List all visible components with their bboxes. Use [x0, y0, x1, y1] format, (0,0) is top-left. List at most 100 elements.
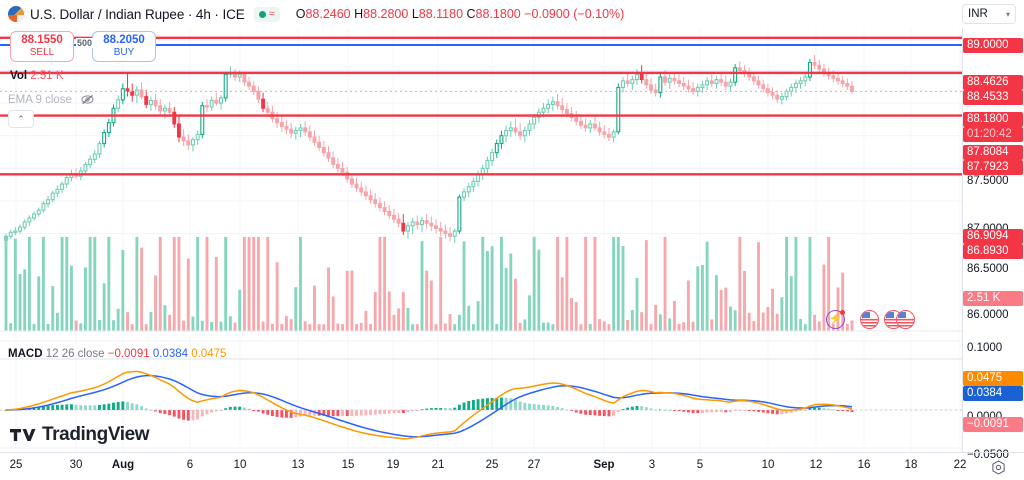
us-flag-event-icon-3[interactable]: [896, 310, 915, 329]
volume-bar: [327, 267, 330, 331]
timezone-clock-icon[interactable]: [991, 460, 1006, 475]
candle-body-up: [807, 62, 812, 78]
market-status-badge[interactable]: ≈: [253, 6, 280, 22]
candle-body-down: [205, 105, 209, 108]
chart-plot-area[interactable]: [0, 28, 962, 452]
candle: [298, 123, 303, 138]
macd-histogram-bar: [467, 401, 471, 410]
candle: [508, 121, 513, 138]
candle: [597, 121, 602, 136]
volume-bar: [658, 314, 662, 331]
macd-legend[interactable]: MACD 12 26 close −0.0091 0.0384 0.0475: [8, 348, 226, 360]
macd-histogram-bar: [490, 397, 494, 410]
candle: [387, 204, 392, 220]
collapse-pane-button[interactable]: ⌃: [8, 110, 34, 128]
eye-crossed-icon[interactable]: [81, 94, 94, 105]
candle: [765, 83, 770, 97]
time-axis[interactable]: 25 30 Aug 6 10 13 15 19 21 25 27 Sep 3 5 10 12 16 18 22: [0, 452, 1024, 480]
alerts-flash-icon[interactable]: ⚡: [826, 310, 845, 329]
candle: [13, 227, 18, 235]
macd-histogram-bar: [135, 404, 139, 410]
price-tag-macd-signal: 0.0384: [963, 386, 1023, 401]
currency-selector[interactable]: INR ▾: [962, 4, 1016, 24]
candle: [602, 125, 607, 139]
macd-histogram-bar: [242, 407, 246, 410]
macd-legend-signal: 0.0384: [152, 348, 189, 360]
macd-histogram-bar: [98, 404, 101, 410]
macd-histogram-bar: [397, 410, 401, 413]
macd-histogram-bar: [79, 405, 83, 410]
price-tag-grid-86-5: 86.5000: [967, 263, 1009, 275]
macd-histogram-bar: [186, 410, 190, 421]
candle-body-down: [158, 105, 163, 112]
macd-histogram-bar: [640, 406, 644, 410]
macd-histogram-bar: [700, 410, 704, 413]
volume-bar: [785, 236, 789, 331]
volume-bar: [158, 236, 162, 331]
chart-canvas[interactable]: [0, 28, 962, 452]
volume-bar: [481, 236, 485, 331]
volume-bar: [116, 308, 120, 331]
macd-histogram-bar: [556, 406, 559, 410]
volume-bar: [355, 324, 359, 331]
price-tag-level-87-7923: 87.7923: [963, 160, 1023, 175]
volume-bar: [65, 236, 69, 331]
price-axis[interactable]: 89.0000 88.4626 88.4533 88.1800 01:20:42 87.8…: [962, 28, 1024, 461]
volume-bar: [401, 292, 405, 331]
candle-body-down: [167, 107, 172, 113]
macd-histogram-bar: [303, 410, 307, 416]
macd-histogram-bar: [350, 410, 354, 417]
macd-histogram-bar: [331, 410, 335, 417]
ema-legend[interactable]: EMA 9 close: [8, 92, 94, 106]
macd-histogram-bar: [780, 410, 784, 415]
candle-body-up: [46, 199, 51, 205]
candle: [569, 107, 574, 122]
volume-bar: [757, 242, 760, 331]
candle: [50, 190, 55, 203]
candle-body-down: [363, 191, 368, 197]
candle-body-down: [312, 136, 317, 143]
candle-body-down: [153, 99, 158, 107]
volume-bar: [252, 236, 256, 331]
volume-bar: [51, 286, 55, 331]
volume-bar: [700, 264, 704, 331]
candle-body-up: [223, 73, 228, 99]
sell-button[interactable]: 88.1550 SELL: [10, 31, 74, 62]
volume-bar: [420, 241, 424, 331]
candle: [634, 69, 639, 85]
macd-histogram-bar: [761, 410, 765, 413]
symbol-title[interactable]: U.S. Dollar / Indian Rupee · 4h · ICE: [30, 6, 245, 22]
candle-body-down: [639, 73, 644, 81]
volume-bar: [13, 238, 17, 331]
macd-histogram-bar: [74, 404, 78, 410]
candle: [270, 105, 275, 123]
candle-body-up: [695, 86, 700, 92]
candle: [429, 216, 434, 232]
buy-button[interactable]: 88.2050 BUY: [92, 31, 156, 62]
volume-bar: [803, 324, 807, 331]
candle: [410, 218, 415, 234]
candle-body-down: [723, 81, 728, 87]
volume-legend[interactable]: Vol 2.51 K: [10, 70, 64, 82]
volume-bar: [98, 319, 101, 331]
candle: [424, 214, 429, 229]
macd-histogram-bar: [406, 410, 410, 413]
candle-body-up: [60, 183, 65, 190]
candle: [658, 73, 663, 98]
volume-bar: [448, 314, 452, 331]
macd-histogram-bar: [560, 408, 564, 410]
volume-bar: [163, 305, 167, 331]
us-flag-event-icon-1[interactable]: [860, 310, 879, 329]
volume-bar: [710, 319, 714, 331]
volume-bar: [766, 306, 770, 331]
volume-bar: [191, 316, 195, 331]
macd-histogram-bar: [411, 410, 415, 412]
macd-histogram-bar: [168, 410, 172, 416]
volume-legend-name: Vol: [10, 70, 28, 82]
volume-bar: [280, 323, 284, 331]
volume-bar: [518, 322, 522, 331]
macd-histogram-bar: [593, 410, 597, 416]
candle: [130, 83, 135, 102]
macd-histogram-bar: [551, 405, 555, 410]
volume-bar: [752, 321, 756, 331]
